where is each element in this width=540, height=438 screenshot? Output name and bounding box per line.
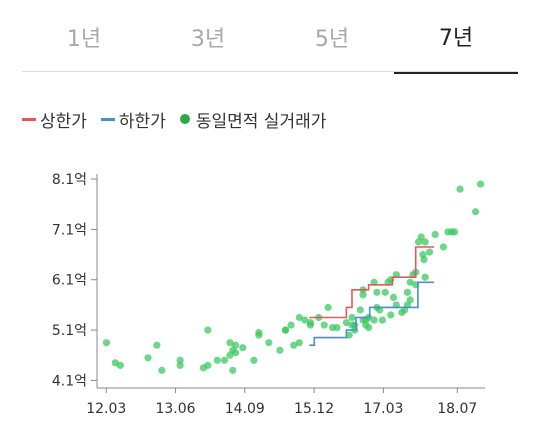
x-tick-label: 17.03 [363,401,403,417]
legend-label-upper: 상한가 [40,111,87,132]
trade-point [153,341,161,349]
trade-point [102,339,111,347]
x-tick-label: 15.12 [294,401,334,417]
tab-7-years[interactable]: 7년 [394,0,518,74]
x-tick-label: 18.07 [437,401,477,417]
trade-point [476,180,485,188]
legend-label-lower: 하한가 [118,111,166,132]
trade-point [421,273,429,281]
y-tick-label: 7.1억 [52,222,87,238]
trade-point [373,288,381,296]
trade-point [365,323,373,332]
trade-point [403,288,411,296]
trade-point [420,256,428,264]
trade-point [431,230,439,239]
trade-point [255,329,263,337]
trade-point [387,311,395,319]
trade-point [295,313,303,322]
price-chart: 4.1억 5.1억 6.1억 7.1억 8.1억 12.03 13.06 14.09 15.12… [52,172,485,417]
trade-point [290,341,298,349]
trade-point [144,354,152,362]
trade-point [348,313,356,322]
trade-point [213,356,221,364]
lower-price-line [309,281,434,346]
trade-point [116,361,124,369]
y-tick-label: 5.1억 [52,323,87,339]
trade-point [306,321,314,329]
tab-3-years[interactable]: 3년 [190,27,226,52]
trade-point [421,238,429,246]
trade-point [158,366,166,374]
y-tick-label: 4.1억 [52,373,87,389]
trade-point [456,185,464,193]
trade-point [229,366,237,374]
trade-point [265,339,273,347]
tab-5-years[interactable]: 5년 [314,27,350,52]
x-tick-label: 13.06 [155,401,195,417]
period-tabs: 1년 3년 5년 7년 [22,0,518,74]
legend-swatch-lower [100,117,115,121]
upper-price-line [309,246,434,319]
trade-point [406,278,414,286]
trade-point [226,339,234,347]
trade-point [378,316,387,324]
trade-point [439,243,448,251]
trade-point [345,331,353,339]
trade-point [324,303,332,312]
y-tick-label: 8.1억 [52,172,87,188]
trade-point [359,291,367,299]
trade-point [250,356,258,364]
trade-point [287,321,295,329]
trade-point [425,248,434,256]
trade-point [231,349,240,357]
trade-point [231,341,240,349]
trade-point [417,233,425,241]
trade-point [239,344,247,352]
legend-swatch-trades [179,114,190,124]
y-tick-label: 6.1억 [52,273,87,289]
chart-legend: 상한가 하한가 동일면적 실거래가 [22,106,340,132]
trade-point [471,208,480,216]
trade-point [450,228,459,236]
trade-point [320,321,328,329]
legend-item-trades: 동일면적 실거래가 [179,107,327,132]
trade-point [204,361,212,369]
trade-point [389,293,398,301]
trade-point [220,356,229,364]
trade-points [102,180,485,374]
trade-point [381,288,389,296]
trade-point [176,361,184,369]
tabs-divider [22,71,518,72]
trade-point [281,326,290,334]
trade-point [301,316,309,324]
trade-point [333,323,341,332]
legend-label-trades: 동일면적 실거래가 [195,111,327,132]
trade-point [204,326,212,334]
tab-1-year[interactable]: 1년 [66,27,102,52]
trade-point [176,356,184,364]
x-tick-label: 14.09 [225,401,265,417]
trade-point [356,306,364,314]
x-tick-label: 12.03 [86,401,126,417]
legend-item-upper: 상한가 [22,107,87,132]
trade-point [370,316,378,324]
trade-point [295,339,303,347]
trade-point [406,296,414,304]
legend-swatch-upper [22,117,36,121]
legend-item-lower: 하한가 [100,107,166,132]
trade-point [276,346,284,354]
trade-point [342,318,351,327]
